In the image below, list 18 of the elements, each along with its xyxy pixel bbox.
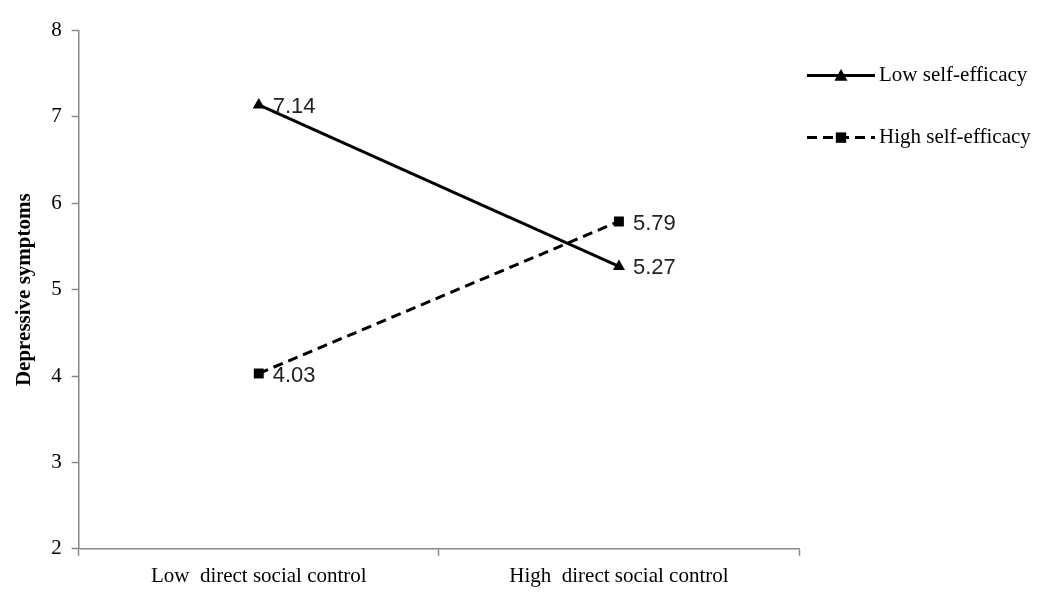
y-tick-label: 2 bbox=[51, 535, 62, 560]
data-label: 7.14 bbox=[272, 92, 316, 118]
data-label: 5.27 bbox=[632, 254, 676, 280]
y-tick-label: 5 bbox=[51, 276, 62, 301]
x-tick-label: High direct social control bbox=[509, 562, 729, 587]
y-tick-label: 7 bbox=[51, 103, 62, 128]
y-tick-label: 4 bbox=[51, 362, 63, 387]
legend-label: High self-efficacy bbox=[879, 124, 1032, 149]
legend-label: Low self-efficacy bbox=[879, 62, 1028, 87]
point bbox=[253, 368, 264, 379]
data-label: 5.79 bbox=[632, 209, 676, 235]
x-tick-label: Low direct social control bbox=[150, 562, 367, 587]
point bbox=[613, 216, 624, 227]
y-tick-label: 6 bbox=[51, 189, 62, 214]
y-axis-title: Depressive symptoms bbox=[11, 193, 36, 387]
data-label: 4.03 bbox=[272, 361, 316, 387]
y-tick-label: 3 bbox=[51, 448, 62, 473]
y-tick-label: 8 bbox=[51, 17, 62, 42]
